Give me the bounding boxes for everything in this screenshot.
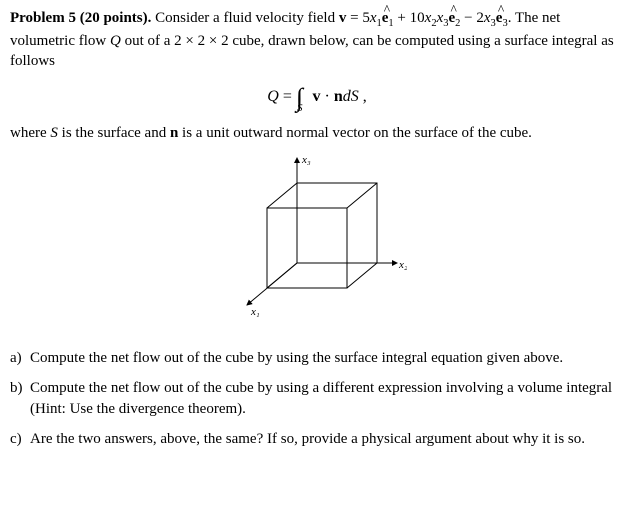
where-2: is the surface and bbox=[58, 125, 170, 141]
surface-integral-equation: Q = ∫S v · ndS , bbox=[10, 80, 624, 115]
part-a: a) Compute the net flow out of the cube … bbox=[10, 348, 624, 368]
part-c-label: c) bbox=[10, 429, 30, 449]
cube-svg: x₃ x₂ x₁ bbox=[227, 153, 407, 328]
eq-lhs: Q bbox=[267, 88, 279, 105]
part-a-label: a) bbox=[10, 348, 30, 368]
eq-v: v bbox=[312, 88, 320, 105]
integral-domain: S bbox=[297, 102, 303, 114]
intro-text-1: Consider a fluid velocity field bbox=[155, 10, 339, 26]
problem-statement: Problem 5 (20 points). Consider a fluid … bbox=[10, 8, 624, 72]
where-clause: where S is the surface and n is a unit o… bbox=[10, 123, 624, 143]
Q-symbol: Q bbox=[110, 33, 121, 49]
problem-title: Problem 5 (20 points). bbox=[10, 10, 151, 26]
part-a-text: Compute the net flow out of the cube by … bbox=[30, 348, 624, 368]
where-1: where bbox=[10, 125, 50, 141]
axis-x1-label: x₁ bbox=[250, 306, 260, 318]
part-c-text: Are the two answers, above, the same? If… bbox=[30, 429, 624, 449]
problem-parts: a) Compute the net flow out of the cube … bbox=[10, 348, 624, 449]
part-b-text: Compute the net flow out of the cube by … bbox=[30, 378, 624, 419]
where-3: is a unit outward normal vector on the s… bbox=[178, 125, 532, 141]
part-b-label: b) bbox=[10, 378, 30, 398]
eq-n: n bbox=[334, 88, 343, 105]
where-S: S bbox=[50, 125, 58, 141]
velocity-field: v = 5x1e1 + 10x2x3e2 − 2x3e3 bbox=[339, 10, 508, 26]
axis-x2-label: x₂ bbox=[398, 259, 407, 271]
part-b: b) Compute the net flow out of the cube … bbox=[10, 378, 624, 419]
axis-x3-label: x₃ bbox=[301, 154, 311, 166]
cube-figure: x₃ x₂ x₁ bbox=[10, 153, 624, 328]
part-c: c) Are the two answers, above, the same?… bbox=[10, 429, 624, 449]
